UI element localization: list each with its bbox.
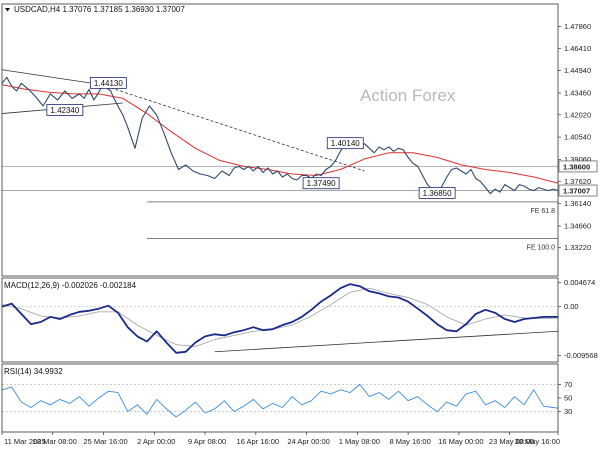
rsi-panel-title: RSI(14) 34.9932 bbox=[4, 367, 63, 376]
price-y-tick-label: 1.33220 bbox=[564, 243, 591, 252]
fe-level-label: FE 61.8 bbox=[530, 208, 555, 215]
price-annotation-label: 1.36850 bbox=[423, 189, 452, 198]
price-annotation-label: 1.42340 bbox=[50, 106, 79, 115]
rsi-y-tick-label: 70 bbox=[564, 380, 572, 389]
x-tick-label: 9 Apr 08:00 bbox=[188, 437, 226, 446]
price-level-label: 1.37007 bbox=[563, 187, 590, 196]
price-y-tick-label: 1.34660 bbox=[564, 221, 591, 230]
price-panel-title: USDCAD,H4 1.37076 1.37185 1.36930 1.3700… bbox=[14, 5, 185, 14]
x-tick-label: 30 May 16:00 bbox=[515, 437, 560, 446]
macd-y-tick-label: 0.00 bbox=[564, 302, 579, 311]
macd-panel-title: MACD(12,26,9) -0.002026 -0.002184 bbox=[4, 281, 137, 290]
x-tick-label: 16 Apr 16:00 bbox=[237, 437, 280, 446]
x-tick-label: 16 May 00:00 bbox=[438, 437, 483, 446]
x-tick-label: 2 Apr 00:00 bbox=[137, 437, 175, 446]
price-y-tick-label: 1.46410 bbox=[564, 44, 591, 53]
x-tick-label: 24 Apr 00:00 bbox=[287, 437, 330, 446]
x-tick-label: 1 May 08:00 bbox=[339, 437, 380, 446]
rsi-y-tick-label: 30 bbox=[564, 407, 572, 416]
price-y-tick-label: 1.42020 bbox=[564, 110, 591, 119]
price-y-tick-label: 1.47860 bbox=[564, 22, 591, 31]
price-annotation-label: 1.44130 bbox=[94, 79, 123, 88]
watermark: Action Forex bbox=[360, 86, 456, 105]
price-y-tick-label: 1.43460 bbox=[564, 89, 591, 98]
macd-y-tick-label: 0.004674 bbox=[564, 278, 595, 287]
price-y-tick-label: 1.36140 bbox=[564, 199, 591, 208]
fe-level-label: FE 100.0 bbox=[527, 245, 556, 252]
price-y-tick-label: 1.40540 bbox=[564, 133, 591, 142]
price-y-tick-label: 1.44940 bbox=[564, 66, 591, 75]
x-tick-label: 25 Mar 16:00 bbox=[83, 437, 127, 446]
x-tick-label: 8 May 16:00 bbox=[389, 437, 430, 446]
x-tick-label: 18 Mar 08:00 bbox=[33, 437, 77, 446]
price-annotation-label: 1.40140 bbox=[331, 139, 360, 148]
rsi-y-tick-label: 50 bbox=[564, 394, 572, 403]
price-annotation-label: 1.37490 bbox=[307, 179, 336, 188]
price-y-tick-label: 1.37620 bbox=[564, 177, 591, 186]
price-level-label: 1.38600 bbox=[563, 162, 590, 171]
macd-y-tick-label: -0.009568 bbox=[564, 351, 598, 360]
